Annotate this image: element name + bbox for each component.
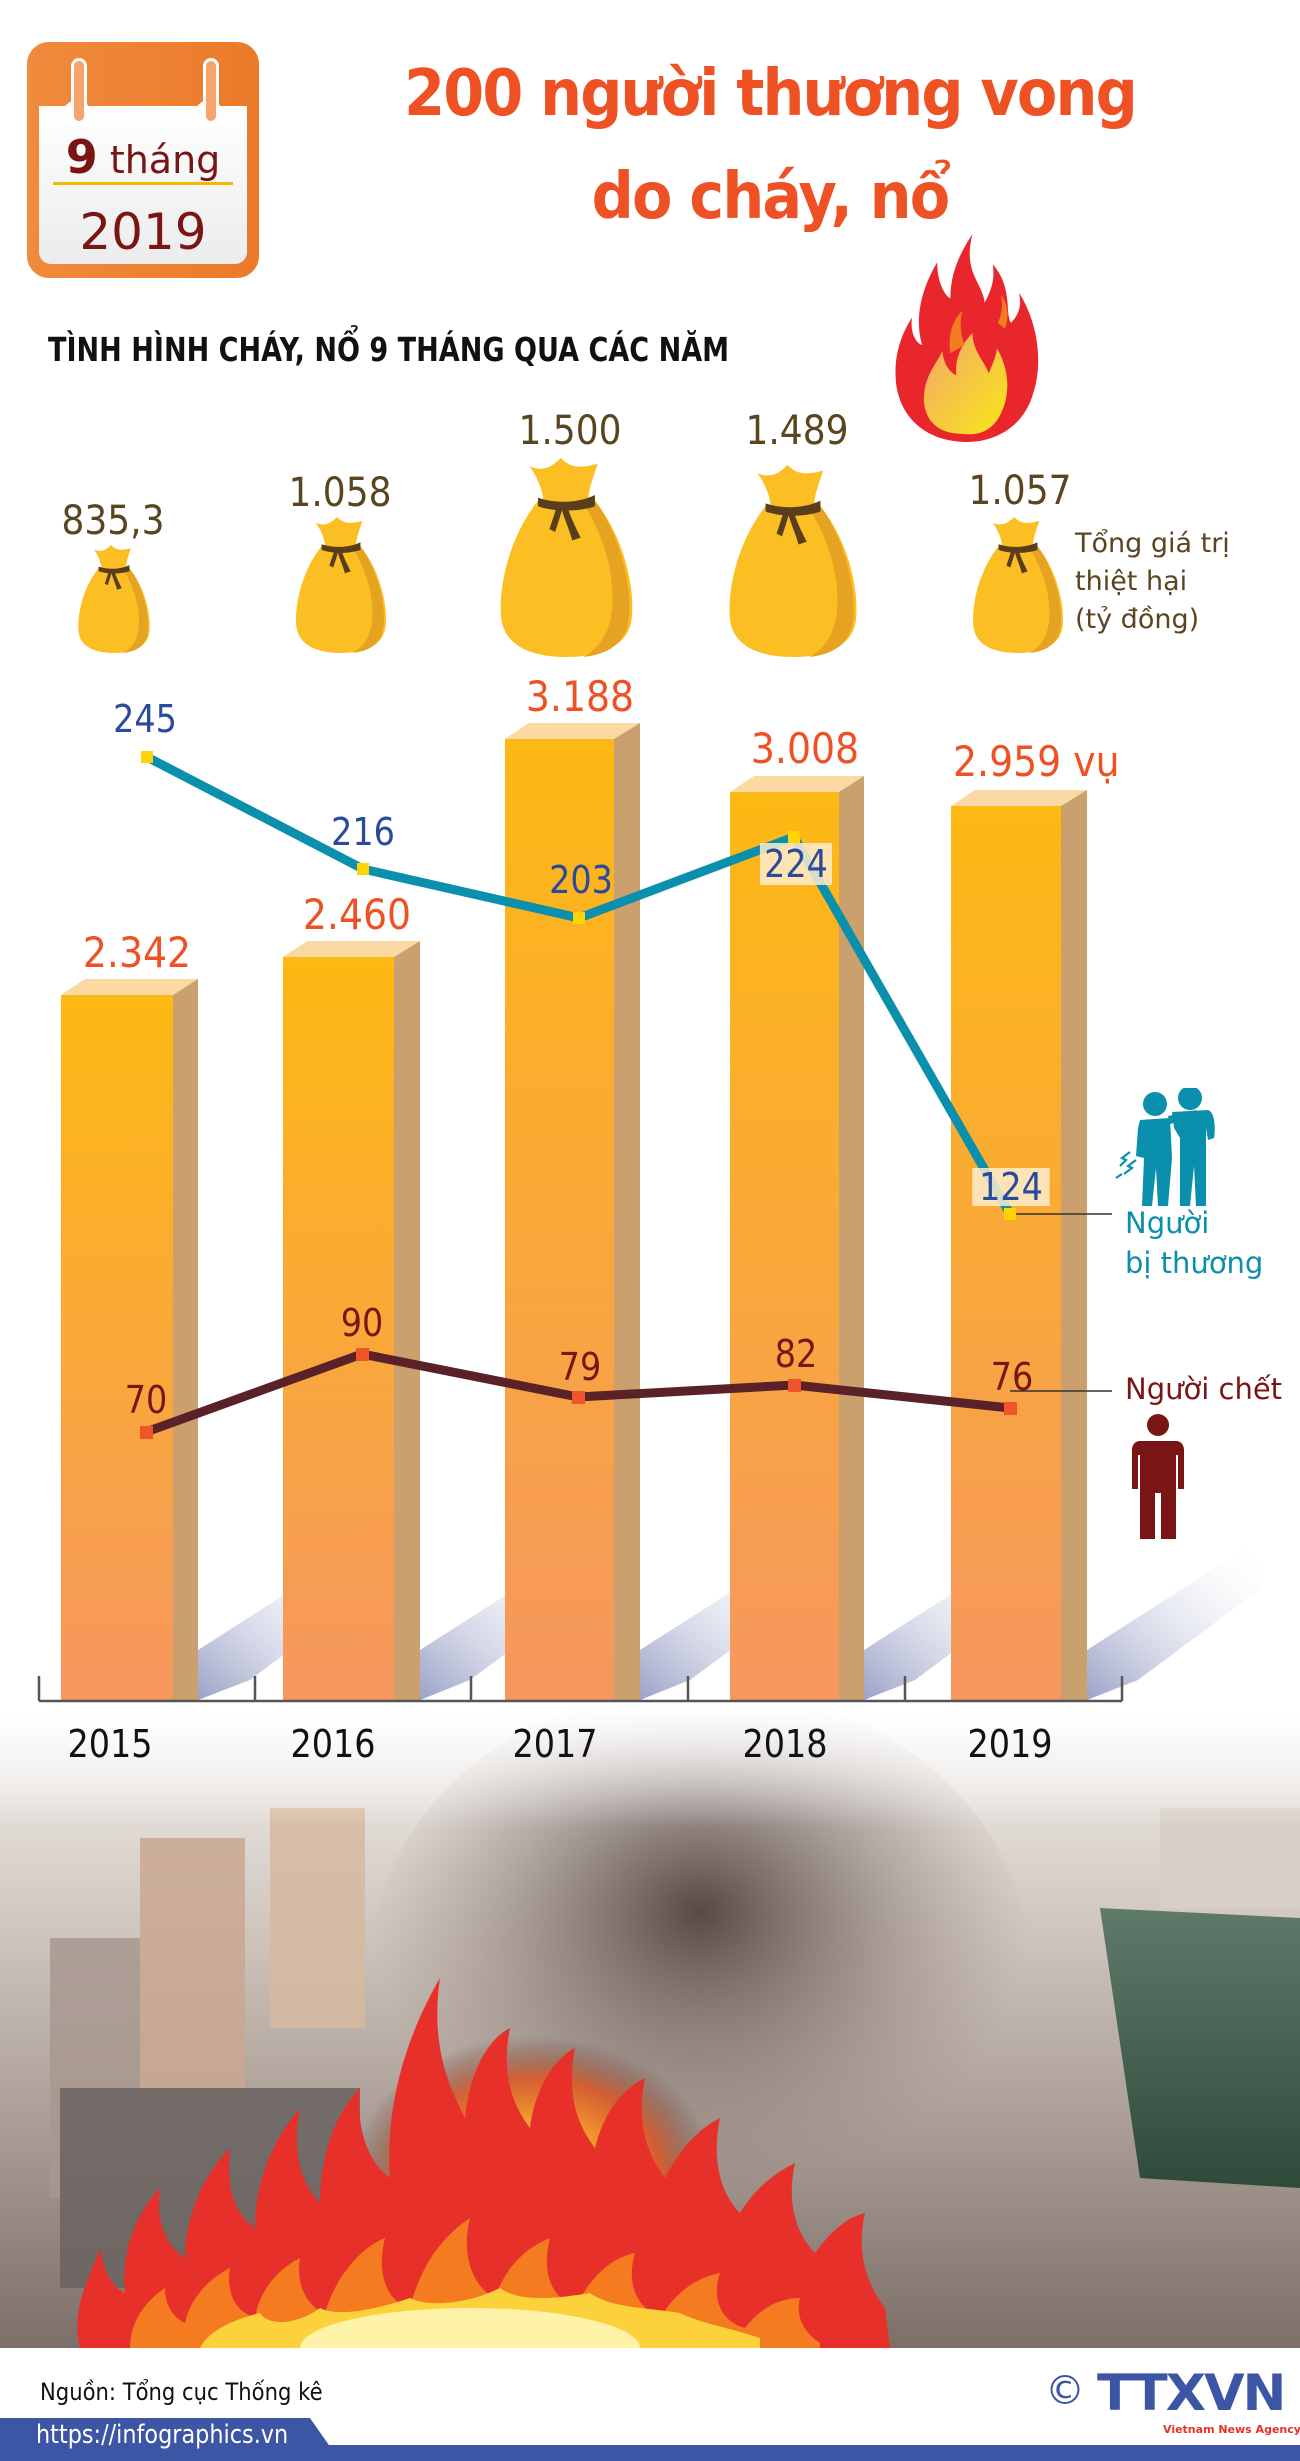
logo-tagline: Vietnam News Agency [1163,2423,1300,2436]
legend-dead: Người chết [1125,1372,1283,1406]
damage-value-2016: 1.058 [288,470,392,516]
calendar-ring [203,58,219,124]
money-bag-icon [495,458,638,657]
injured-value-2015: 245 [113,697,177,741]
footer-url-tab [0,2418,340,2461]
footer-url-link[interactable]: https://infographics.vn [36,2420,289,2450]
bar-2018 [730,776,864,1700]
legend-damage: Tổng giá trị thiệt hại (tỷ đồng) [1075,528,1230,635]
fires-bar-chart [37,723,1259,1703]
logo-text: TTXVN [1097,2364,1286,2422]
injured-value-2019: 124 [972,1168,1050,1206]
injured-people-icon [1115,1088,1215,1206]
fires-value-2018: 3.008 [750,724,860,773]
copyright-icon: © [1045,2368,1085,2414]
bar-2019 [951,790,1087,1700]
source-note: Nguồn: Tổng cục Thống kê [40,2378,323,2406]
person-icon [1132,1414,1184,1539]
chart-subtitle: TÌNH HÌNH CHÁY, NỔ 9 THÁNG QUA CÁC NĂM [48,330,730,369]
calendar-divider [53,182,233,185]
dead-value-2017: 79 [558,1345,602,1389]
x-tick-2015: 2015 [67,1722,153,1766]
dead-value-2018: 82 [774,1332,818,1376]
money-bag-icon [968,517,1068,653]
damage-value-2018: 1.489 [745,408,849,454]
calendar-ring [71,58,87,124]
bar-2017 [505,723,640,1700]
page-title-line2: do cháy, nổ [591,160,950,234]
injured-value-2017: 203 [549,858,613,902]
page-title-line1: 200 người thương vong [404,57,1138,131]
calendar-page [39,106,247,264]
fire-scene-photo [0,1708,1300,2348]
x-axis [37,1676,1124,1703]
money-bag-icon [723,465,863,657]
injured-value-2018: 224 [759,843,833,885]
calendar-badge: 9 tháng 2019 [27,38,259,278]
x-tick-2018: 2018 [742,1722,828,1766]
x-tick-2016: 2016 [290,1722,376,1766]
legend-injured: Người bị thương [1125,1206,1264,1280]
bar-2016 [283,941,420,1700]
injured-line [141,751,1112,1220]
x-tick-2017: 2017 [512,1722,598,1766]
deaths-line [140,1348,1112,1439]
money-bag-icon [73,545,155,653]
bar-2015 [61,979,198,1700]
dead-value-2016: 90 [340,1301,384,1345]
dead-value-2019: 76 [990,1355,1034,1399]
foreground-flames [77,1978,890,2348]
flame-icon [895,234,1039,442]
fires-value-2016: 2.460 [302,890,412,939]
fires-value-2015: 2.342 [82,928,192,977]
fires-value-2019: 2.959 vụ [953,737,1120,786]
damage-value-2015: 835,3 [61,498,165,544]
damage-value-2019: 1.057 [968,468,1072,514]
fires-value-2017: 3.188 [525,672,635,721]
ttxvn-logo: © TTXVN Vietnam News Agency [1045,2364,1300,2448]
money-bag-icon [290,517,392,653]
calendar-year: 2019 [79,203,207,261]
x-tick-2019: 2019 [967,1722,1053,1766]
calendar-month: 9 tháng [65,130,221,184]
injured-value-2016: 216 [331,810,395,854]
damage-value-2017: 1.500 [518,408,622,454]
dead-value-2015: 70 [124,1378,168,1422]
